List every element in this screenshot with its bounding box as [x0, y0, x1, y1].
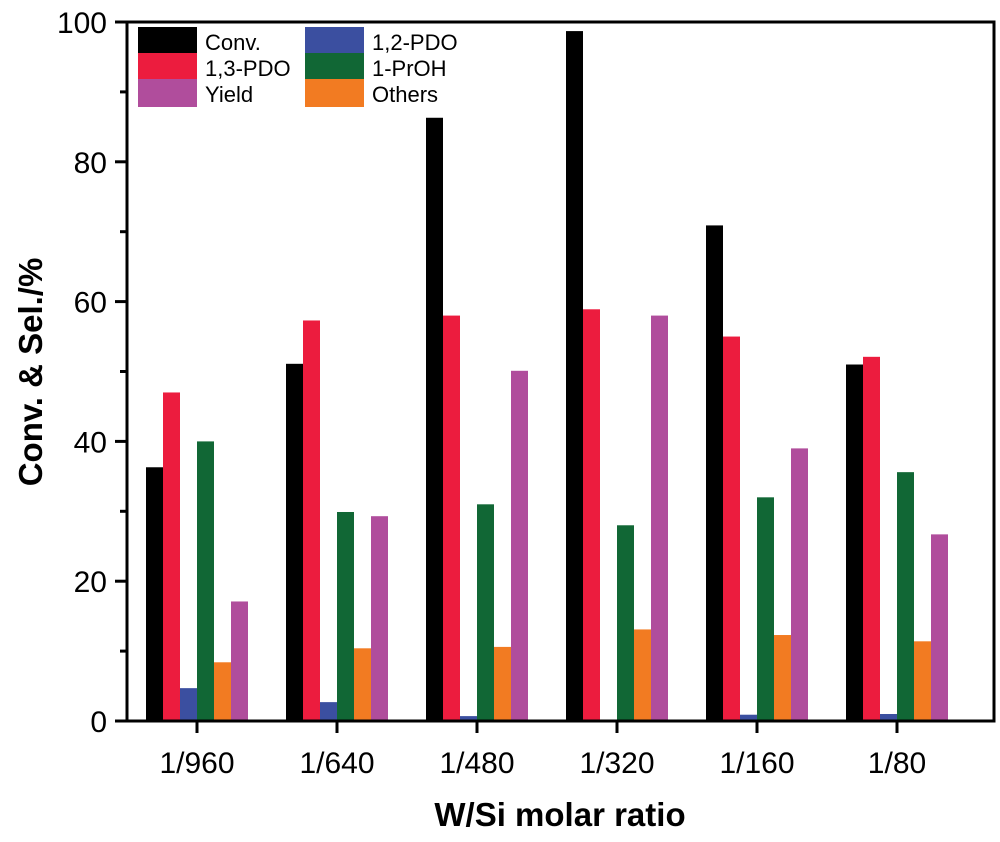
bars-layer	[146, 31, 948, 722]
bar-1-3-pdo-1-80	[863, 356, 880, 721]
legend-label: Others	[372, 82, 438, 107]
x-tick-label: 1/480	[439, 747, 514, 780]
bar-others-1-480	[494, 646, 511, 721]
bar-conv--1-960	[146, 467, 163, 721]
bar-conv--1-160	[706, 225, 723, 721]
bar-1-3-pdo-1-960	[163, 392, 180, 721]
y-tick-label: 0	[90, 706, 107, 739]
x-axis-title: W/Si molar ratio	[434, 796, 685, 833]
bar-1-2-pdo-1-640	[320, 702, 337, 721]
bar-1-3-pdo-1-320	[583, 309, 600, 721]
y-tick-label: 40	[74, 426, 107, 459]
bar-1-proh-1-640	[337, 511, 354, 721]
legend-label: 1,2-PDO	[372, 30, 458, 55]
bar-yield-1-160	[791, 448, 808, 721]
bar-1-3-pdo-1-640	[303, 320, 320, 721]
bar-others-1-960	[214, 662, 231, 721]
bar-1-proh-1-960	[197, 441, 214, 721]
bar-conv--1-480	[426, 117, 443, 721]
bar-1-3-pdo-1-480	[443, 315, 460, 721]
x-tick-label: 1/640	[299, 747, 374, 780]
x-tick-label: 1/320	[579, 747, 654, 780]
y-axis-title: Conv. & Sel./%	[12, 258, 49, 487]
bar-1-3-pdo-1-160	[723, 336, 740, 721]
x-tick-label: 1/80	[868, 747, 926, 780]
bar-yield-1-320	[651, 315, 668, 721]
bar-1-2-pdo-1-80	[880, 714, 897, 721]
bar-yield-1-80	[931, 534, 948, 721]
bar-conv--1-640	[286, 363, 303, 721]
bar-yield-1-640	[371, 516, 388, 721]
bar-1-2-pdo-1-480	[460, 716, 477, 721]
y-tick-label: 80	[74, 147, 107, 180]
axes-layer: 0 20 40 60 80 100 1/960 1/640 1/480 1/320 1/160 1/8…	[57, 7, 996, 780]
legend-label: 1,3-PDO	[205, 56, 291, 81]
y-tick-label: 60	[74, 287, 107, 320]
legend: Conv. 1,2-PDO 1,3-PDO 1-PrOH Yield Others	[138, 27, 458, 107]
bar-1-proh-1-480	[477, 504, 494, 721]
bar-conv--1-320	[566, 31, 583, 722]
bar-yield-1-960	[231, 601, 248, 721]
legend-label: Conv.	[205, 30, 261, 55]
bar-1-2-pdo-1-160	[740, 714, 757, 721]
bar-1-proh-1-160	[757, 497, 774, 721]
legend-swatch-conv-	[138, 27, 197, 55]
bar-others-1-80	[914, 641, 931, 721]
legend-swatch-1-2-pdo	[305, 27, 364, 55]
bar-1-2-pdo-1-960	[180, 688, 197, 721]
legend-swatch-others	[305, 79, 364, 107]
bar-others-1-320	[634, 629, 651, 721]
x-tick-label: 1/960	[159, 747, 234, 780]
bar-others-1-640	[354, 648, 371, 721]
bar-others-1-160	[774, 635, 791, 721]
bar-1-proh-1-320	[617, 525, 634, 721]
x-tick-label: 1/160	[719, 747, 794, 780]
y-tick-label: 20	[74, 566, 107, 599]
legend-swatch-1-3-pdo	[138, 53, 197, 81]
legend-label: 1-PrOH	[372, 56, 447, 81]
legend-swatch-yield	[138, 79, 197, 107]
bar-yield-1-480	[511, 370, 528, 721]
legend-swatch-1-proh	[305, 53, 364, 81]
legend-label: Yield	[205, 82, 253, 107]
bar-conv--1-80	[846, 364, 863, 721]
bar-1-proh-1-80	[897, 472, 914, 721]
y-tick-label: 100	[57, 7, 107, 40]
